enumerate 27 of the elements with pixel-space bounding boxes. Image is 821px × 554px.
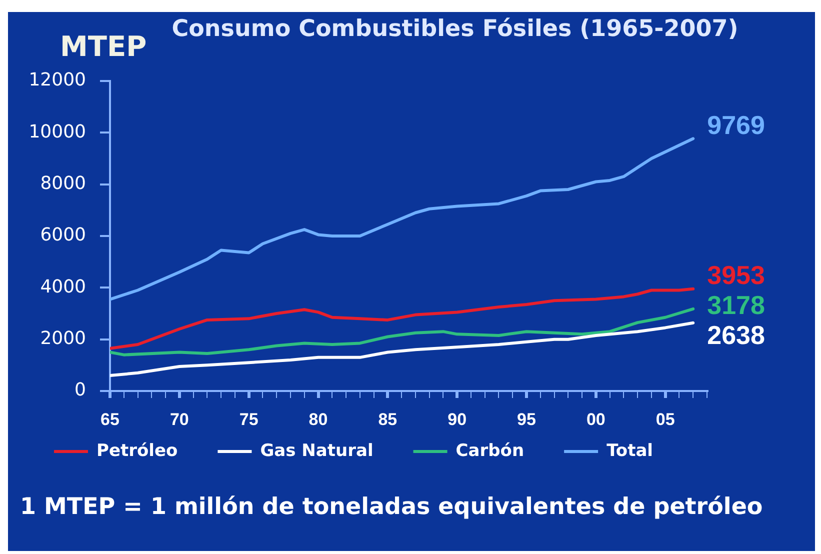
legend-label: Gas Natural (260, 440, 374, 461)
y-axis-title: MTEP (60, 30, 147, 63)
text: 1 MTEP = 1 millón de toneladas equivalentes de petróleo (20, 494, 763, 520)
y-tick-label: 2000 (40, 328, 86, 350)
y-tick-label: 12000 (28, 70, 86, 91)
y-tick-label: 8000 (40, 173, 86, 194)
data-label: 3178 (707, 290, 765, 320)
x-tick-label: 05 (656, 410, 675, 429)
x-tick-label: 65 (100, 410, 120, 429)
x-tick-label: 85 (378, 410, 398, 429)
legend-label: Carbón (456, 440, 524, 461)
x-tick-label: 90 (448, 410, 467, 429)
chart-title: Consumo Combustibles Fósiles (1965-2007) (172, 16, 738, 42)
x-tick-label: 70 (170, 410, 189, 429)
data-label: 9769 (707, 110, 765, 140)
legend-label: Total (606, 440, 654, 461)
x-tick-label: 80 (308, 410, 328, 429)
x-tick-label: 00 (586, 410, 606, 429)
y-tick-label: 0 (74, 380, 86, 401)
data-label: 3953 (707, 260, 765, 290)
y-tick-label: 10000 (28, 121, 86, 142)
x-tick-label: 75 (239, 410, 258, 429)
y-tick-label: 4000 (40, 276, 86, 298)
y-tick-label: 6000 (40, 224, 86, 246)
data-label: 2638 (707, 320, 765, 350)
x-tick-label: 95 (517, 410, 536, 429)
legend-label: Petróleo (96, 440, 178, 461)
